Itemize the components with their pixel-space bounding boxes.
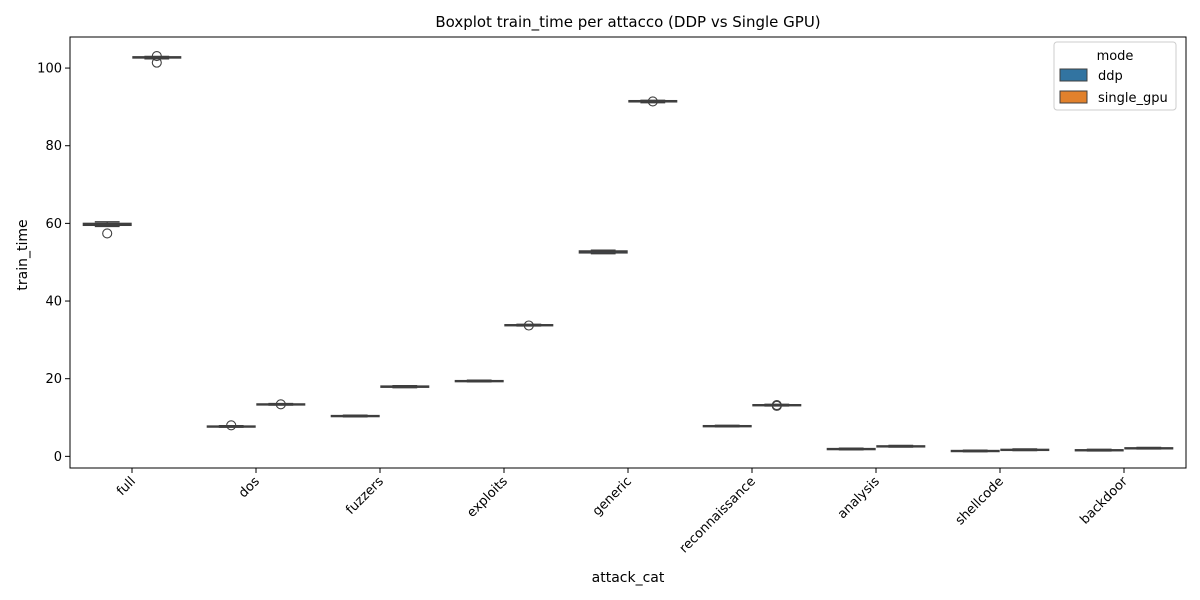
box-ddp-shellcode (950, 449, 1000, 453)
y-axis-label: train_time (15, 219, 31, 290)
outlier-point (523, 320, 534, 331)
box-ddp-full (82, 221, 132, 239)
y-tick-label: 100 (37, 62, 62, 77)
box-single_gpu-full (132, 50, 182, 68)
box-single_gpu-dos (256, 399, 306, 410)
x-tick-label: full (114, 474, 139, 499)
legend-label-single_gpu: single_gpu (1098, 91, 1168, 106)
x-axis-label: attack_cat (592, 570, 665, 586)
y-tick-label: 40 (45, 295, 62, 310)
x-tick-label: reconnaissance (677, 474, 759, 556)
box-single_gpu-fuzzers (380, 384, 430, 389)
chart-title: Boxplot train_time per attacco (DDP vs S… (435, 13, 820, 32)
x-tick-label: generic (590, 474, 635, 519)
outlier-point (771, 400, 782, 411)
legend-label-ddp: ddp (1098, 69, 1123, 84)
legend-swatch-ddp (1059, 68, 1088, 82)
y-tick-label: 80 (45, 139, 62, 154)
box-single_gpu-backdoor (1124, 446, 1174, 450)
y-tick-label: 20 (45, 372, 62, 387)
x-tick-label: backdoor (1078, 474, 1132, 528)
y-tick-label: 60 (45, 217, 62, 232)
box-ddp-backdoor (1074, 448, 1124, 452)
outlier-point (226, 420, 237, 431)
box-single_gpu-shellcode (1000, 448, 1050, 452)
box-single_gpu-exploits (504, 320, 554, 331)
box-single_gpu-analysis (876, 444, 926, 448)
outlier-point (647, 96, 658, 107)
plot-frame (69, 36, 1187, 469)
outlier-point (102, 228, 113, 239)
box-ddp-exploits (454, 379, 504, 383)
outlier-point (275, 399, 286, 410)
box-single_gpu-generic (628, 96, 678, 107)
x-tick-label: analysis (835, 474, 883, 522)
legend-swatch-single_gpu (1059, 90, 1088, 104)
box-single_gpu-reconnaissance (752, 400, 802, 411)
box-ddp-fuzzers (330, 414, 380, 418)
box-ddp-analysis (826, 447, 876, 451)
legend: mode ddp single_gpu (1053, 41, 1177, 111)
x-tick-label: dos (236, 474, 263, 501)
box-ddp-generic (578, 249, 628, 255)
x-tick-label: fuzzers (343, 474, 387, 518)
box-ddp-dos (206, 420, 256, 431)
x-tick-label: shellcode (953, 474, 1007, 528)
outlier-point (151, 50, 162, 62)
outlier-point (151, 57, 162, 68)
box-ddp-reconnaissance (702, 424, 752, 428)
y-tick-label: 0 (54, 450, 62, 465)
plot-area: 0 20 40 60 80 100 full dos fuzzers exploits generi… (37, 50, 1174, 556)
legend-title: mode (1097, 49, 1134, 64)
x-tick-label: exploits (464, 474, 511, 521)
